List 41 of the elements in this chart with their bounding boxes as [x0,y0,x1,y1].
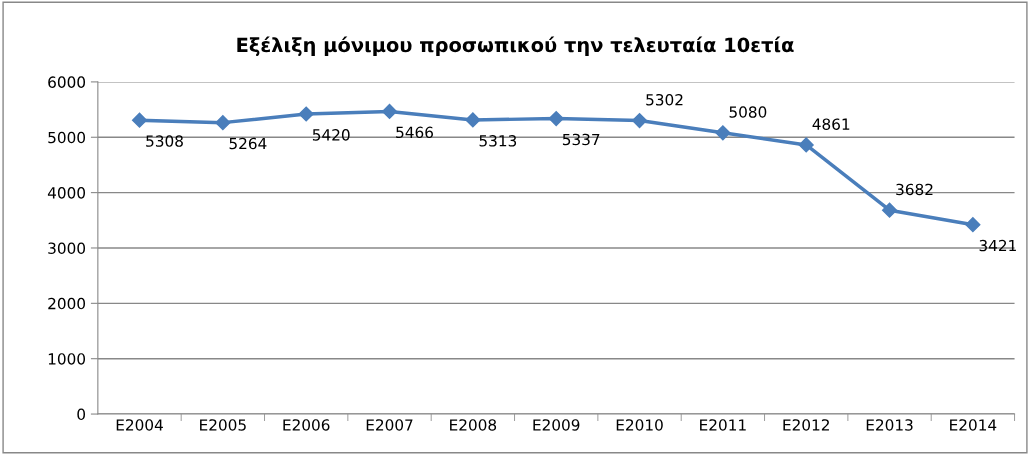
point [965,217,981,233]
y-tick-label: 5000 [48,131,86,144]
x-tick-label: E2010 [616,419,663,431]
chart-title: Εξέλιξη μόνιμου προσωπικού την τελευταία 10ετία [237,36,794,57]
x-tick-label: E2007 [366,419,413,431]
point [465,112,481,128]
y-tick-label: 3000 [48,242,86,254]
point [131,112,148,128]
x-tick-label: E2009 [533,419,580,431]
data-label: 5337 [562,133,600,146]
y-tick-label: 2000 [48,297,86,310]
y-tick-label: 4000 [47,187,86,199]
data-label: 5264 [229,137,267,150]
point [215,115,231,131]
data-label: 3682 [896,183,933,196]
data-label: 5466 [396,126,434,139]
x-tick-label: E2005 [200,419,246,431]
x-tick-label: E2014 [950,419,997,431]
x-tick-label: E2011 [700,419,746,431]
data-label: 5420 [312,129,350,141]
y-tick-label: 1000 [48,353,86,365]
x-tick-label: E2012 [783,419,829,431]
data-label: 5313 [479,135,517,147]
x-tick-label: E2013 [866,419,913,431]
x-tick-label: E2006 [283,419,330,431]
data-label: 5308 [146,135,183,147]
point [298,106,314,122]
x-tick-label: E2004 [116,419,163,431]
point [548,111,564,127]
data-label: 5302 [646,93,683,106]
x-tick-label: E2008 [450,419,497,431]
y-tick-label: 0 [77,408,86,421]
data-label: 4861 [812,118,850,130]
point [881,202,898,218]
point [798,137,814,153]
y-tick-label: 6000 [48,76,86,88]
data-label: 5080 [729,106,767,118]
point [381,103,398,120]
point [715,125,731,141]
data-label: 3421 [979,239,1016,252]
point [631,112,648,129]
